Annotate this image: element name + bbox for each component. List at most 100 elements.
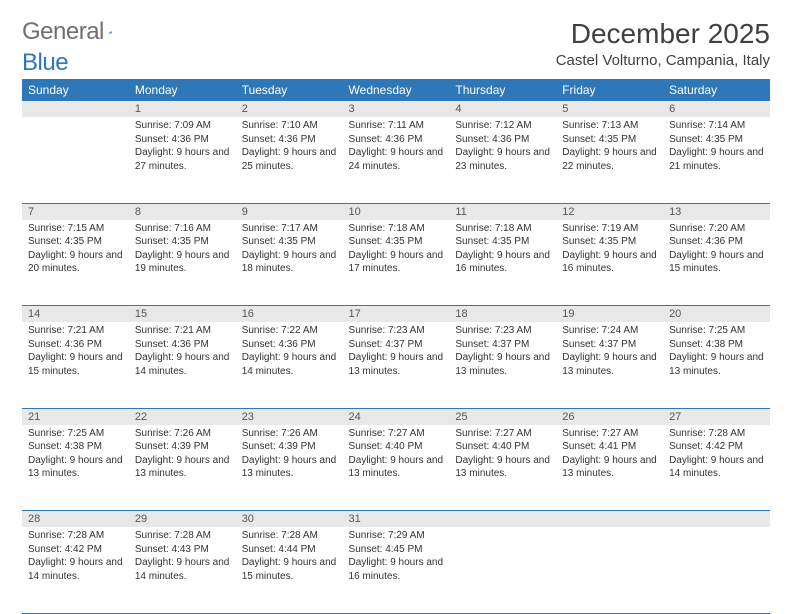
day-number-cell: 4	[449, 101, 556, 117]
day-cell-body: Sunrise: 7:09 AMSunset: 4:36 PMDaylight:…	[129, 117, 236, 179]
day-cell-body: Sunrise: 7:18 AMSunset: 4:35 PMDaylight:…	[343, 220, 450, 282]
day-number-cell: 29	[129, 511, 236, 528]
day-cell: Sunrise: 7:12 AMSunset: 4:36 PMDaylight:…	[449, 117, 556, 203]
day-cell-body: Sunrise: 7:10 AMSunset: 4:36 PMDaylight:…	[236, 117, 343, 179]
location: Castel Volturno, Campania, Italy	[556, 52, 770, 69]
day-cell-body: Sunrise: 7:13 AMSunset: 4:35 PMDaylight:…	[556, 117, 663, 179]
day-cell: Sunrise: 7:27 AMSunset: 4:40 PMDaylight:…	[343, 425, 450, 511]
title-block: December 2025 Castel Volturno, Campania,…	[556, 18, 770, 69]
day-number-cell: 28	[22, 511, 129, 528]
calendar-table: SundayMondayTuesdayWednesdayThursdayFrid…	[22, 79, 770, 614]
day-content-row: Sunrise: 7:09 AMSunset: 4:36 PMDaylight:…	[22, 117, 770, 203]
weekday-header: Friday	[556, 79, 663, 101]
day-cell	[22, 117, 129, 203]
day-content-row: Sunrise: 7:15 AMSunset: 4:35 PMDaylight:…	[22, 220, 770, 306]
day-cell: Sunrise: 7:11 AMSunset: 4:36 PMDaylight:…	[343, 117, 450, 203]
day-number-row: 14151617181920	[22, 306, 770, 323]
day-cell-body: Sunrise: 7:14 AMSunset: 4:35 PMDaylight:…	[663, 117, 770, 179]
day-number-cell: 12	[556, 203, 663, 220]
day-cell-body: Sunrise: 7:21 AMSunset: 4:36 PMDaylight:…	[129, 322, 236, 384]
day-cell: Sunrise: 7:28 AMSunset: 4:44 PMDaylight:…	[236, 527, 343, 613]
day-number-cell	[663, 511, 770, 528]
weekday-header: Saturday	[663, 79, 770, 101]
day-cell: Sunrise: 7:10 AMSunset: 4:36 PMDaylight:…	[236, 117, 343, 203]
day-cell-body: Sunrise: 7:28 AMSunset: 4:42 PMDaylight:…	[22, 527, 129, 589]
day-number-cell: 2	[236, 101, 343, 117]
day-content-row: Sunrise: 7:21 AMSunset: 4:36 PMDaylight:…	[22, 322, 770, 408]
day-cell-body: Sunrise: 7:22 AMSunset: 4:36 PMDaylight:…	[236, 322, 343, 384]
day-cell: Sunrise: 7:21 AMSunset: 4:36 PMDaylight:…	[129, 322, 236, 408]
day-cell: Sunrise: 7:13 AMSunset: 4:35 PMDaylight:…	[556, 117, 663, 203]
day-cell: Sunrise: 7:21 AMSunset: 4:36 PMDaylight:…	[22, 322, 129, 408]
day-number-cell: 11	[449, 203, 556, 220]
day-cell: Sunrise: 7:23 AMSunset: 4:37 PMDaylight:…	[343, 322, 450, 408]
day-number-row: 21222324252627	[22, 408, 770, 425]
day-cell: Sunrise: 7:14 AMSunset: 4:35 PMDaylight:…	[663, 117, 770, 203]
day-cell	[449, 527, 556, 613]
day-cell: Sunrise: 7:28 AMSunset: 4:42 PMDaylight:…	[22, 527, 129, 613]
day-cell-body: Sunrise: 7:23 AMSunset: 4:37 PMDaylight:…	[449, 322, 556, 384]
calendar-body: 123456Sunrise: 7:09 AMSunset: 4:36 PMDay…	[22, 101, 770, 613]
day-number-cell: 18	[449, 306, 556, 323]
day-cell-body: Sunrise: 7:27 AMSunset: 4:40 PMDaylight:…	[343, 425, 450, 487]
day-number-cell: 25	[449, 408, 556, 425]
day-cell-body: Sunrise: 7:21 AMSunset: 4:36 PMDaylight:…	[22, 322, 129, 384]
day-number-cell: 10	[343, 203, 450, 220]
day-cell-body: Sunrise: 7:16 AMSunset: 4:35 PMDaylight:…	[129, 220, 236, 282]
day-cell	[556, 527, 663, 613]
logo-text-blue: Blue	[22, 49, 68, 77]
day-cell-body: Sunrise: 7:11 AMSunset: 4:36 PMDaylight:…	[343, 117, 450, 179]
day-number-cell: 23	[236, 408, 343, 425]
day-cell-body: Sunrise: 7:20 AMSunset: 4:36 PMDaylight:…	[663, 220, 770, 282]
day-cell-body: Sunrise: 7:18 AMSunset: 4:35 PMDaylight:…	[449, 220, 556, 282]
day-cell: Sunrise: 7:25 AMSunset: 4:38 PMDaylight:…	[22, 425, 129, 511]
day-number-cell: 27	[663, 408, 770, 425]
day-cell: Sunrise: 7:20 AMSunset: 4:36 PMDaylight:…	[663, 220, 770, 306]
day-cell-body: Sunrise: 7:28 AMSunset: 4:44 PMDaylight:…	[236, 527, 343, 589]
day-number-cell: 8	[129, 203, 236, 220]
day-cell: Sunrise: 7:09 AMSunset: 4:36 PMDaylight:…	[129, 117, 236, 203]
day-cell-body: Sunrise: 7:28 AMSunset: 4:43 PMDaylight:…	[129, 527, 236, 589]
day-number-cell: 30	[236, 511, 343, 528]
day-number-cell	[22, 101, 129, 117]
day-number-cell	[556, 511, 663, 528]
day-cell-body: Sunrise: 7:28 AMSunset: 4:42 PMDaylight:…	[663, 425, 770, 487]
day-cell: Sunrise: 7:16 AMSunset: 4:35 PMDaylight:…	[129, 220, 236, 306]
day-number-cell: 7	[22, 203, 129, 220]
weekday-header-row: SundayMondayTuesdayWednesdayThursdayFrid…	[22, 79, 770, 101]
day-number-row: 123456	[22, 101, 770, 117]
day-number-cell: 6	[663, 101, 770, 117]
day-cell: Sunrise: 7:15 AMSunset: 4:35 PMDaylight:…	[22, 220, 129, 306]
day-cell-body: Sunrise: 7:25 AMSunset: 4:38 PMDaylight:…	[663, 322, 770, 384]
day-number-cell: 14	[22, 306, 129, 323]
day-cell-body: Sunrise: 7:15 AMSunset: 4:35 PMDaylight:…	[22, 220, 129, 282]
day-cell: Sunrise: 7:18 AMSunset: 4:35 PMDaylight:…	[343, 220, 450, 306]
day-cell-body: Sunrise: 7:27 AMSunset: 4:40 PMDaylight:…	[449, 425, 556, 487]
day-number-cell: 22	[129, 408, 236, 425]
day-number-cell: 17	[343, 306, 450, 323]
day-cell: Sunrise: 7:26 AMSunset: 4:39 PMDaylight:…	[129, 425, 236, 511]
day-number-cell: 16	[236, 306, 343, 323]
day-cell: Sunrise: 7:27 AMSunset: 4:40 PMDaylight:…	[449, 425, 556, 511]
day-cell: Sunrise: 7:24 AMSunset: 4:37 PMDaylight:…	[556, 322, 663, 408]
day-number-cell: 13	[663, 203, 770, 220]
weekday-header: Thursday	[449, 79, 556, 101]
day-cell-body: Sunrise: 7:27 AMSunset: 4:41 PMDaylight:…	[556, 425, 663, 487]
day-number-cell: 9	[236, 203, 343, 220]
day-cell-body: Sunrise: 7:12 AMSunset: 4:36 PMDaylight:…	[449, 117, 556, 179]
day-cell-body: Sunrise: 7:26 AMSunset: 4:39 PMDaylight:…	[129, 425, 236, 487]
day-number-cell: 5	[556, 101, 663, 117]
day-cell: Sunrise: 7:29 AMSunset: 4:45 PMDaylight:…	[343, 527, 450, 613]
weekday-header: Wednesday	[343, 79, 450, 101]
day-number-cell: 15	[129, 306, 236, 323]
day-number-cell: 3	[343, 101, 450, 117]
day-cell-body: Sunrise: 7:26 AMSunset: 4:39 PMDaylight:…	[236, 425, 343, 487]
day-cell: Sunrise: 7:17 AMSunset: 4:35 PMDaylight:…	[236, 220, 343, 306]
triangle-icon	[108, 23, 112, 41]
day-number-cell: 19	[556, 306, 663, 323]
day-cell-body: Sunrise: 7:19 AMSunset: 4:35 PMDaylight:…	[556, 220, 663, 282]
day-cell: Sunrise: 7:28 AMSunset: 4:42 PMDaylight:…	[663, 425, 770, 511]
day-number-cell: 20	[663, 306, 770, 323]
day-cell-body: Sunrise: 7:23 AMSunset: 4:37 PMDaylight:…	[343, 322, 450, 384]
day-cell-body: Sunrise: 7:17 AMSunset: 4:35 PMDaylight:…	[236, 220, 343, 282]
